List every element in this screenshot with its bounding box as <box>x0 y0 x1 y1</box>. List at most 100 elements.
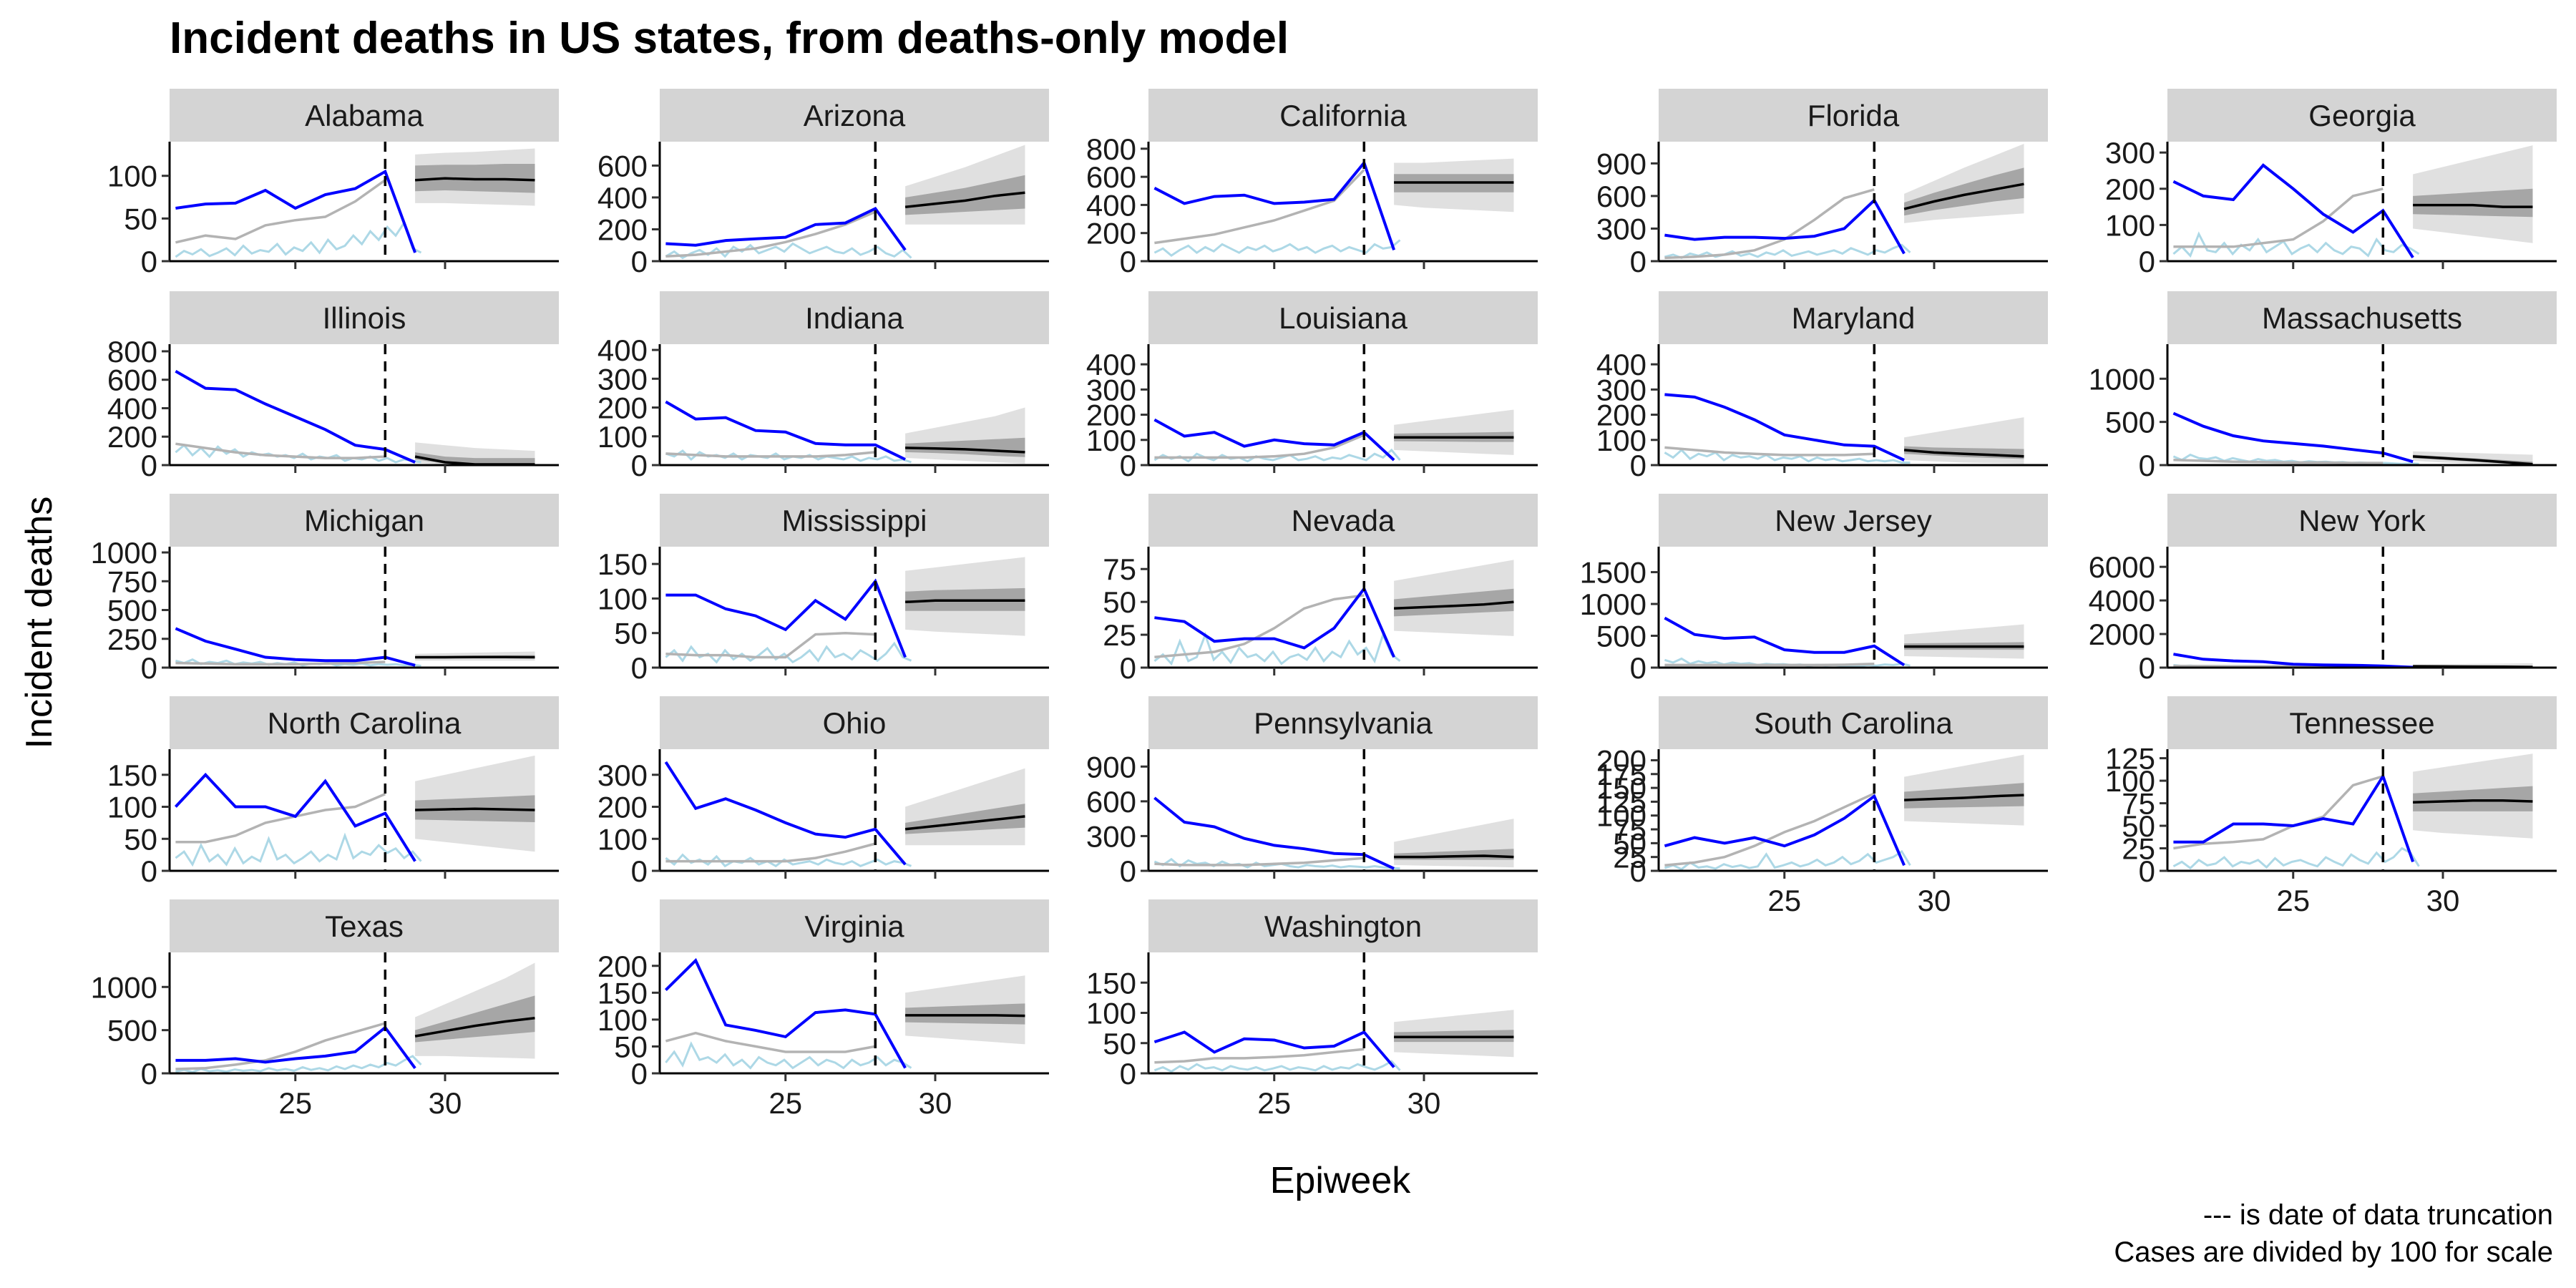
y-tick-label: 200 <box>597 391 648 425</box>
y-tick-label: 800 <box>107 335 157 369</box>
forecast-median-line <box>1903 182 2024 210</box>
y-tick-label: 300 <box>1596 373 1646 406</box>
forecast-median-line <box>1903 449 2024 458</box>
y-tick-label: 300 <box>597 362 648 396</box>
y-tick-label: 25 <box>2122 832 2155 866</box>
cases-line <box>665 842 876 863</box>
weekly-deaths-line <box>665 206 907 251</box>
y-tick-label: 4000 <box>2089 584 2155 618</box>
facet-strip <box>1148 899 1538 952</box>
cases-line <box>1154 434 1365 459</box>
y-tick-label: 150 <box>597 976 648 1010</box>
forecast-median-line <box>1904 794 2024 801</box>
weekly-deaths-line <box>175 627 416 667</box>
y-tick-label: 200 <box>597 213 648 246</box>
cases-line <box>175 660 386 665</box>
facet-strip <box>1659 696 2048 749</box>
cases-line <box>665 210 876 258</box>
y-tick-label: 0 <box>631 1057 648 1091</box>
facet-strip <box>170 899 559 952</box>
x-tick-label: 25 <box>2276 884 2310 917</box>
cases-line <box>2173 775 2384 850</box>
facet-strip <box>660 494 1049 547</box>
weekly-deaths-line <box>664 761 907 866</box>
y-tick-label: 0 <box>1120 854 1136 888</box>
y-tick-label: 0 <box>1630 245 1646 278</box>
forecast-median-line <box>904 815 1025 831</box>
forecast-band-90 <box>1394 409 1514 455</box>
facet-strip <box>1148 696 1538 749</box>
chart-title: Incident deaths in US states, from death… <box>170 14 1289 63</box>
forecast-median-line <box>2413 203 2533 208</box>
y-tick-label: 50 <box>614 1030 648 1063</box>
daily-deaths-line <box>175 832 422 867</box>
y-tick-label: 300 <box>1086 373 1136 406</box>
y-tick-label: 125 <box>1596 785 1646 819</box>
forecast-median-line <box>904 191 1025 209</box>
y-tick-label: 600 <box>1086 785 1136 819</box>
facet-label: New Jersey <box>1775 504 1931 537</box>
facet-label: Texas <box>325 909 404 943</box>
daily-deaths-line <box>665 1041 912 1070</box>
cases-line <box>1154 169 1365 245</box>
facet-strip <box>1148 89 1538 142</box>
y-tick-label: 1000 <box>91 536 157 570</box>
weekly-deaths-line <box>1153 160 1395 250</box>
y-tick-label: 500 <box>107 1014 157 1048</box>
facet-strip <box>660 899 1049 952</box>
cases-line <box>2173 187 2384 248</box>
forecast-median-line <box>905 447 1025 454</box>
y-tick-label: 500 <box>2105 406 2155 439</box>
caption-line-scale: Cases are divided by 100 for scale <box>2114 1236 2553 1268</box>
forecast-median-line <box>1394 600 1514 610</box>
y-tick-label: 25 <box>1103 618 1136 652</box>
daily-deaths-line <box>1664 243 1911 260</box>
y-tick-label: 400 <box>1086 348 1136 381</box>
cases-line <box>1664 446 1875 457</box>
y-tick-label: 100 <box>1596 799 1646 833</box>
cases-line <box>1664 662 1875 667</box>
x-tick-label: 30 <box>919 1086 952 1120</box>
facet-strip <box>170 494 559 547</box>
cases-line <box>1154 594 1365 659</box>
cases-line <box>175 792 386 844</box>
y-tick-label: 0 <box>631 651 648 685</box>
facet-strip <box>660 291 1049 344</box>
daily-deaths-line <box>175 220 422 258</box>
y-tick-label: 150 <box>107 758 157 792</box>
panel-massachusetts: Massachusetts 0 500 1000 <box>2089 291 2557 482</box>
y-tick-label: 1000 <box>2089 362 2155 396</box>
caption-line-truncation: --- is date of data truncation <box>2202 1199 2553 1231</box>
weekly-deaths-line <box>1154 585 1395 658</box>
facet-strip <box>170 696 559 749</box>
weekly-deaths-line <box>665 400 906 461</box>
forecast-band-50 <box>2413 188 2533 218</box>
x-axis-title: Epiweek <box>1269 1160 1411 1201</box>
forecast-band-50 <box>1394 588 1514 617</box>
y-tick-label: 200 <box>597 791 648 824</box>
facet-label: Louisiana <box>1279 301 1407 335</box>
y-tick-label: 800 <box>1086 132 1136 166</box>
x-tick-label: 25 <box>769 1086 802 1120</box>
y-tick-label: 500 <box>107 594 157 628</box>
forecast-median-line <box>905 1014 1025 1018</box>
weekly-deaths-line <box>1153 796 1395 870</box>
daily-deaths-line <box>1153 239 1401 257</box>
y-tick-label: 125 <box>2105 742 2155 776</box>
weekly-deaths-line <box>1664 393 1905 462</box>
y-tick-label: 50 <box>1103 585 1136 619</box>
daily-deaths-line <box>175 1055 422 1073</box>
panel-alabama: Alabama 0 50 100 <box>107 89 559 278</box>
daily-deaths-line <box>1664 448 1911 464</box>
y-tick-label: 0 <box>1630 449 1646 482</box>
y-tick-label: 300 <box>2105 136 2155 170</box>
y-tick-label: 0 <box>2139 854 2155 888</box>
y-tick-label: 175 <box>1596 758 1646 791</box>
y-tick-label: 400 <box>597 181 648 215</box>
